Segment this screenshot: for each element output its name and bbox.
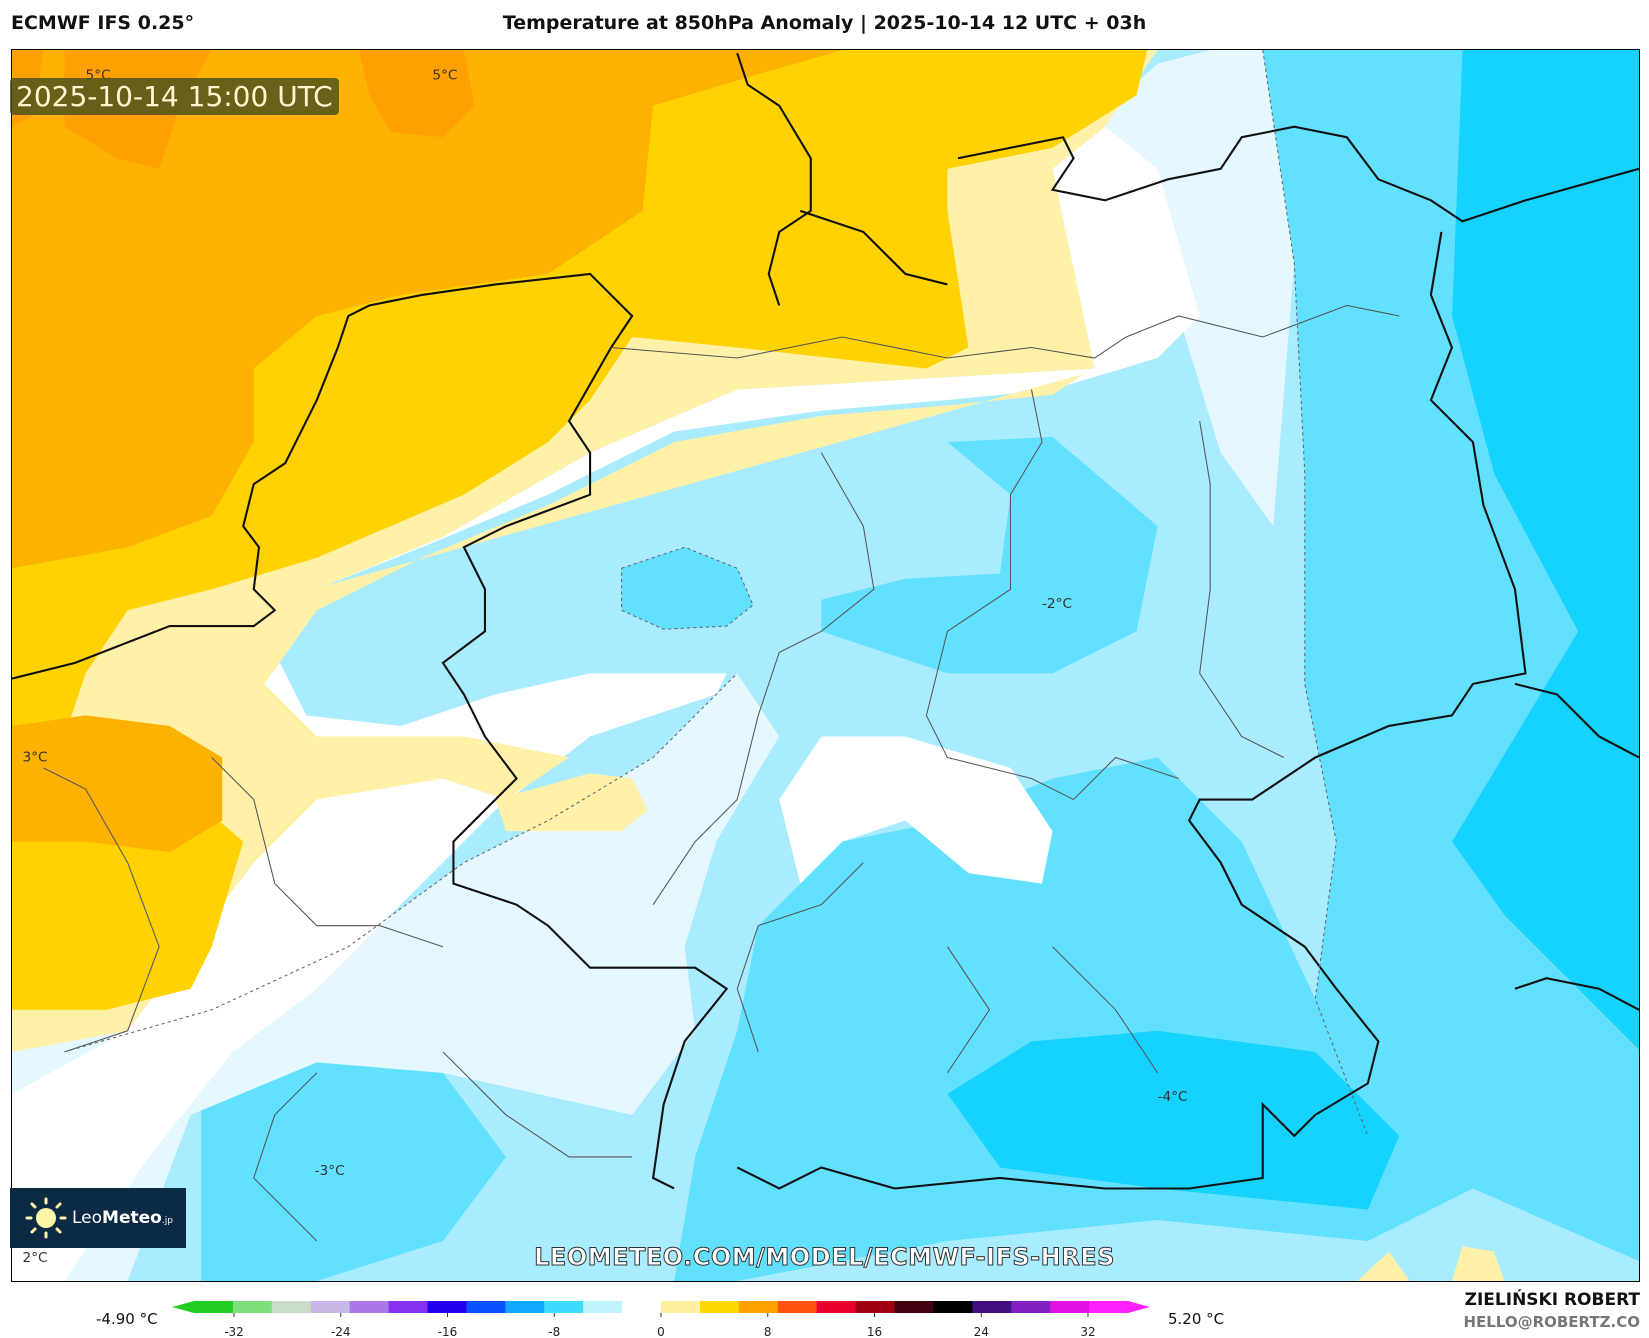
colorbar-tick-label: -32: [224, 1325, 244, 1338]
colorbar-swatch: [1050, 1301, 1090, 1313]
colorbar-swatch: [583, 1301, 623, 1313]
anomaly-map: 5°C 5°C 3°C 2°C -2°C -4°C -3°C: [11, 49, 1640, 1282]
author-email: HELLO@ROBERTZ.CO: [1463, 1313, 1640, 1331]
contour-lines: [64, 50, 1369, 1137]
colorbar-swatch: [466, 1301, 506, 1313]
region-white-center: [779, 736, 1053, 884]
leometeo-logo[interactable]: LeoMeteo.jp: [10, 1188, 186, 1248]
colorbar-swatch: [1089, 1301, 1129, 1313]
colorbar-swatch: [232, 1301, 273, 1313]
contour-label: -2°C: [1042, 596, 1072, 612]
colorbar-swatch: [505, 1301, 545, 1313]
contour-label: 2°C: [23, 1250, 48, 1266]
colorbar-swatch: [622, 1301, 662, 1313]
colorbar-swatch: [310, 1301, 351, 1313]
colorbar-arrow-max: [1128, 1301, 1150, 1313]
region-pale-blue: [12, 50, 1295, 1281]
colorbar-swatch: [777, 1301, 818, 1313]
colorbar-tick-label: -16: [438, 1325, 458, 1338]
colorbar-swatch: [661, 1301, 701, 1313]
colorbar-swatch: [972, 1301, 1012, 1313]
colorbar-swatch: [427, 1301, 467, 1313]
colorbar-swatch: [194, 1301, 234, 1313]
colorbar-tick-label: 0: [657, 1325, 665, 1338]
contour-label: 5°C: [432, 67, 457, 83]
region-deep-blue: [1451, 50, 1639, 1050]
colorbar-swatch: [1011, 1301, 1051, 1313]
colorbar-tick-label: 8: [764, 1325, 772, 1338]
colorbar-swatch: [894, 1301, 934, 1313]
model-name: ECMWF IFS 0.25°: [11, 12, 195, 34]
colorbar-max-label: 5.20 °C: [1168, 1310, 1225, 1328]
colorbar-arrow-min: [172, 1301, 194, 1313]
colorbar-swatch: [271, 1301, 312, 1313]
colorbar-swatch: [855, 1301, 895, 1313]
coastline: [12, 52, 1639, 1190]
admin-borders: [43, 304, 1400, 1242]
colorbar: -32 -24 -16 -8 0 8 16 24 32: [172, 1301, 1150, 1338]
contour-label: -3°C: [315, 1163, 345, 1179]
chart-title: Temperature at 850hPa Anomaly | 2025-10-…: [502, 12, 1147, 34]
region-mid-blue-center: [621, 436, 1158, 674]
colorbar-tick-label: -24: [331, 1325, 351, 1338]
colorbar-swatch: [699, 1301, 740, 1313]
region-orange: [12, 50, 843, 853]
colorbar-swatch: [738, 1301, 779, 1313]
colorbar-tick-label: -8: [548, 1325, 560, 1338]
colorbar-swatch: [349, 1301, 390, 1313]
source-url: LEOMETEO.COM/MODEL/ECMWF-IFS-HRES: [534, 1243, 1115, 1272]
author-name: ZIELIŃSKI ROBERT: [1464, 1290, 1640, 1310]
contour-label: 3°C: [23, 750, 48, 766]
sun-icon: [25, 1197, 67, 1239]
region-mid-blue-east: [1262, 50, 1639, 1262]
logo-text: LeoMeteo.jp: [72, 1208, 173, 1228]
colorbar-swatch: [933, 1301, 973, 1313]
colorbar-min-label: -4.90 °C: [96, 1310, 158, 1328]
region-white: [12, 126, 1200, 1281]
colorbar-tick-label: 32: [1080, 1325, 1095, 1338]
colorbar-swatch: [544, 1301, 584, 1313]
contour-label: -4°C: [1158, 1089, 1188, 1105]
colorbar-swatch: [816, 1301, 857, 1313]
region-deep-blue-south: [947, 1030, 1400, 1210]
colorbar-tick-label: 16: [867, 1325, 882, 1338]
colorbar-swatch: [388, 1301, 428, 1313]
region-mid-blue-sw: [201, 1062, 506, 1281]
map-canvas: 5°C 5°C 3°C 2°C -2°C -4°C -3°C: [12, 50, 1639, 1281]
valid-time-badge: 2025-10-14 15:00 UTC: [10, 78, 339, 115]
colorbar-tick-label: 24: [974, 1325, 989, 1338]
region-light-yellow-south: [495, 773, 1505, 1281]
